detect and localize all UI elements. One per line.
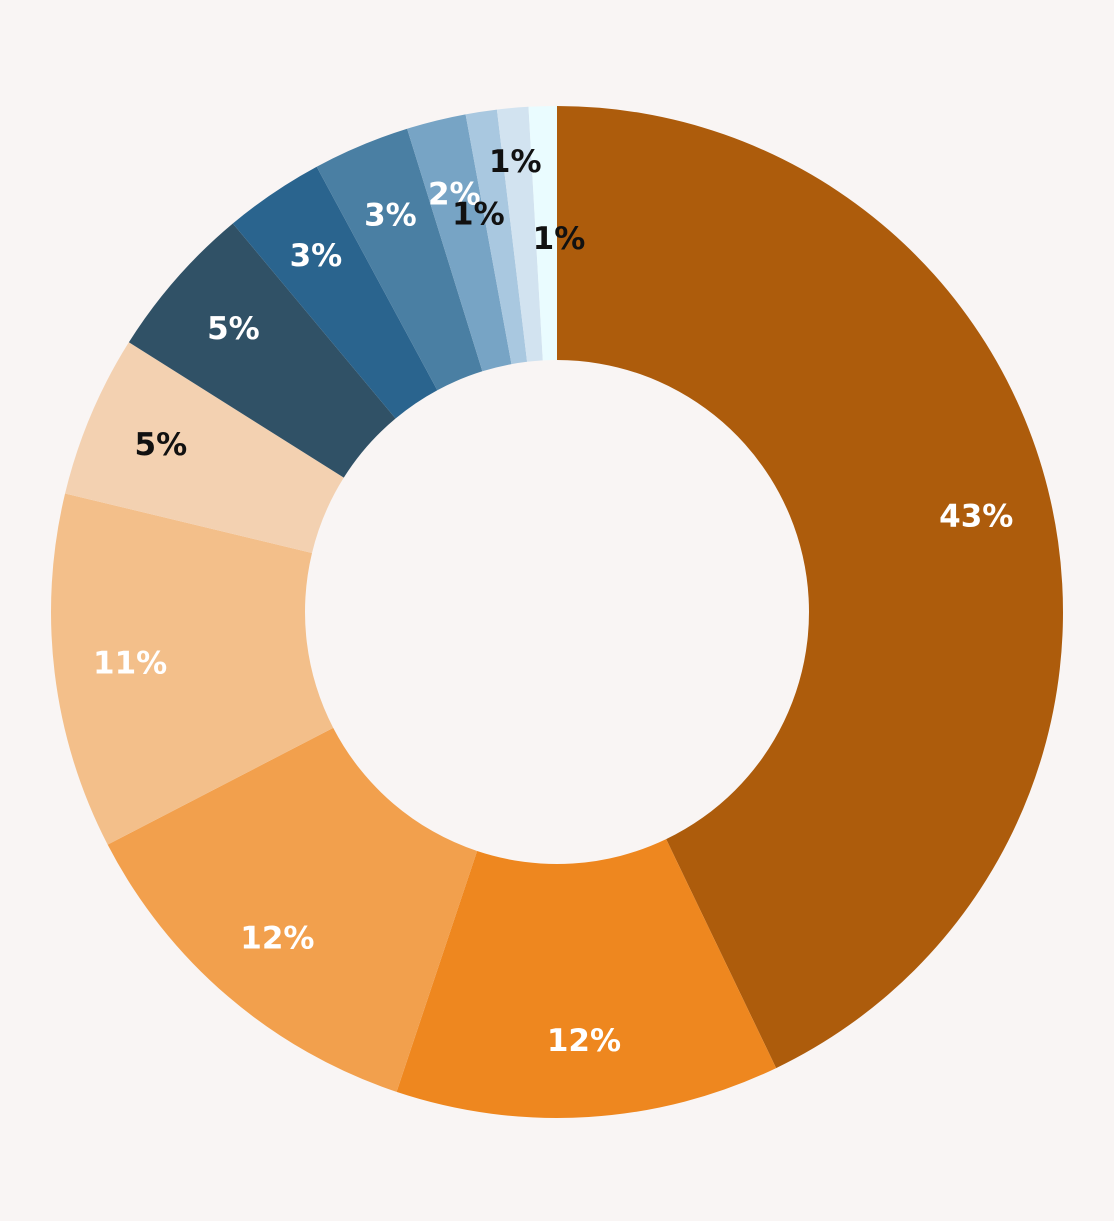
slice-label-12: 1% xyxy=(533,221,586,257)
slice-4 xyxy=(50,493,334,845)
slice-label-7: 3% xyxy=(290,238,343,274)
slice-label-4: 11% xyxy=(93,646,167,682)
slice-11 xyxy=(496,106,543,362)
slice-9 xyxy=(407,114,512,372)
slice-label-9: 2% xyxy=(428,176,481,212)
slice-label-1: 43% xyxy=(939,499,1013,535)
slice-label-6: 5% xyxy=(207,311,260,347)
slice-label-3: 12% xyxy=(240,921,314,957)
slice-5 xyxy=(65,342,344,553)
slice-10 xyxy=(465,109,528,365)
slice-12 xyxy=(528,106,557,361)
slice-7 xyxy=(232,166,438,419)
slice-8 xyxy=(316,128,483,391)
slice-2 xyxy=(396,839,777,1119)
slice-label-11: 1% xyxy=(489,144,542,180)
slices-group xyxy=(50,106,1064,1119)
slice-1 xyxy=(557,106,1064,1069)
slice-3 xyxy=(107,727,478,1092)
labels-group: 43%12%12%11%5%5%3%3%2%1%1%1% xyxy=(93,144,1013,1059)
slice-6 xyxy=(128,223,396,478)
slice-label-2: 12% xyxy=(547,1023,621,1059)
slice-label-10: 1% xyxy=(452,197,505,233)
slice-label-8: 3% xyxy=(364,198,417,234)
slice-label-5: 5% xyxy=(135,427,188,463)
